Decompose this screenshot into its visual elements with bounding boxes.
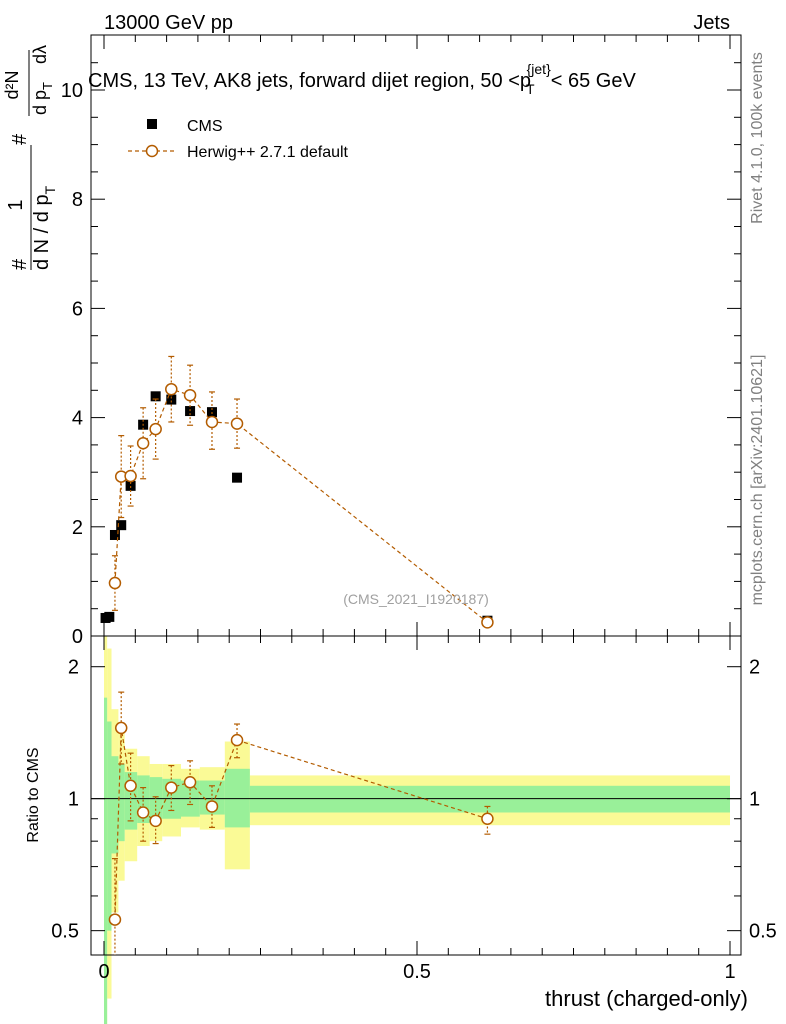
mcplots-label: mcplots.cern.ch [arXiv:2401.10621] [749, 355, 766, 606]
herwig-point [149, 422, 162, 436]
ratio-xtick-label: 1 [724, 961, 735, 983]
xlabel: thrust (charged-only) [545, 986, 748, 1011]
ratio-herwig-point [481, 812, 494, 825]
cms-point [125, 480, 136, 491]
ratio-band-inner [104, 697, 108, 1024]
ratio-herwig-point [205, 800, 219, 813]
ylabel-dlambda: dλ [30, 45, 50, 64]
herwig-point [136, 437, 150, 450]
cms-point [116, 520, 127, 531]
cms-point [166, 394, 177, 405]
plot-title-sup: {jet} [527, 61, 551, 77]
ratio-band-inner [118, 763, 125, 842]
rivet-label: Rivet 4.1.0, 100k events [749, 52, 766, 224]
ratio-ytick-label-right: 0.5 [749, 921, 777, 943]
ratio-band-inner [224, 768, 250, 828]
ratio-herwig-point [124, 779, 137, 793]
herwig-point [165, 382, 178, 396]
ratio-band-inner [111, 756, 119, 854]
axes: 0 2 4 6 8 10 0 0.5 1 0.5 0.5 1 1 2 2 [51, 34, 777, 983]
ylabel-hash2: # [9, 133, 31, 145]
ratio-herwig-point [114, 721, 128, 735]
ylabel-dN-text: d N / d p [31, 194, 53, 270]
ratio-xtick-label: 0.5 [403, 961, 431, 983]
ratio-ytick-label: 1 [68, 789, 79, 811]
main-ytick-label: 4 [72, 408, 83, 430]
header-right: Jets [693, 12, 730, 34]
ylabel-dpT-text: d p [30, 90, 50, 115]
ratio-ylabel: Ratio to CMS [25, 747, 42, 842]
ylabel-num: d²N [2, 70, 22, 99]
analysis-watermark: (CMS_2021_I1920187) [343, 591, 489, 607]
ratio-band-inner [107, 721, 112, 931]
ratio-ytick-label: 0.5 [51, 921, 79, 943]
cms-point [150, 391, 161, 402]
legend-cms-label: CMS [187, 118, 223, 135]
ratio-herwig-point [165, 781, 178, 794]
cms-point [104, 611, 115, 622]
plot-title-tail: < 65 GeV [551, 70, 637, 92]
legend-herwig-label: Herwig++ 2.7.1 default [187, 144, 349, 161]
ratio-herwig-point [183, 776, 197, 789]
herwig-point [205, 415, 219, 429]
main-ytick-label: 8 [72, 189, 83, 211]
plot-title-main: CMS, 13 TeV, AK8 jets, forward dijet reg… [88, 70, 531, 92]
herwig-line [114, 388, 488, 623]
ratio-ytick-label: 2 [68, 657, 79, 679]
ylabel-dpT-sub: T [40, 82, 55, 90]
ratio-frame [90, 635, 742, 956]
ratio-herwig-point [108, 913, 122, 926]
legend-cms-marker [147, 119, 157, 129]
legend: CMS Herwig++ 2.7.1 default [128, 118, 349, 161]
plot-title: CMS, 13 TeV, AK8 jets, forward dijet reg… [88, 61, 636, 97]
ylabel-one: 1 [5, 199, 27, 210]
plot-title-sub: T [526, 81, 535, 97]
herwig-point [108, 576, 122, 590]
ylabel-dpT: d pT [30, 82, 55, 115]
ratio-ytick-label-right: 2 [749, 657, 760, 679]
main-ylabel: # 1 d N / d pT # d²N d pT dλ [2, 45, 58, 270]
main-ytick-label: 10 [61, 80, 83, 102]
cms-point [232, 472, 243, 483]
ylabel-dN: d N / d pT [31, 185, 58, 270]
ylabel-hash1: # [9, 258, 31, 270]
main-ytick-label: 6 [72, 298, 83, 320]
ratio-herwig-point [149, 814, 162, 828]
herwig-point [183, 388, 197, 402]
cms-point [109, 529, 120, 540]
main-ytick-label: 2 [72, 517, 83, 539]
ratio-herwig-point [136, 806, 150, 819]
legend-herwig-marker [145, 144, 159, 158]
header-left: 13000 GeV pp [104, 12, 233, 34]
herwig-point [481, 616, 494, 629]
ratio-herwig-point [230, 733, 244, 747]
main-ytick-label: 0 [72, 626, 83, 648]
ratio-ytick-label-right: 1 [749, 789, 760, 811]
series-layer [100, 355, 494, 955]
ratio-xtick-label: 0 [98, 961, 109, 983]
ylabel-dN-sub: T [42, 185, 58, 194]
herwig-point [124, 469, 137, 483]
herwig-point [230, 417, 244, 430]
